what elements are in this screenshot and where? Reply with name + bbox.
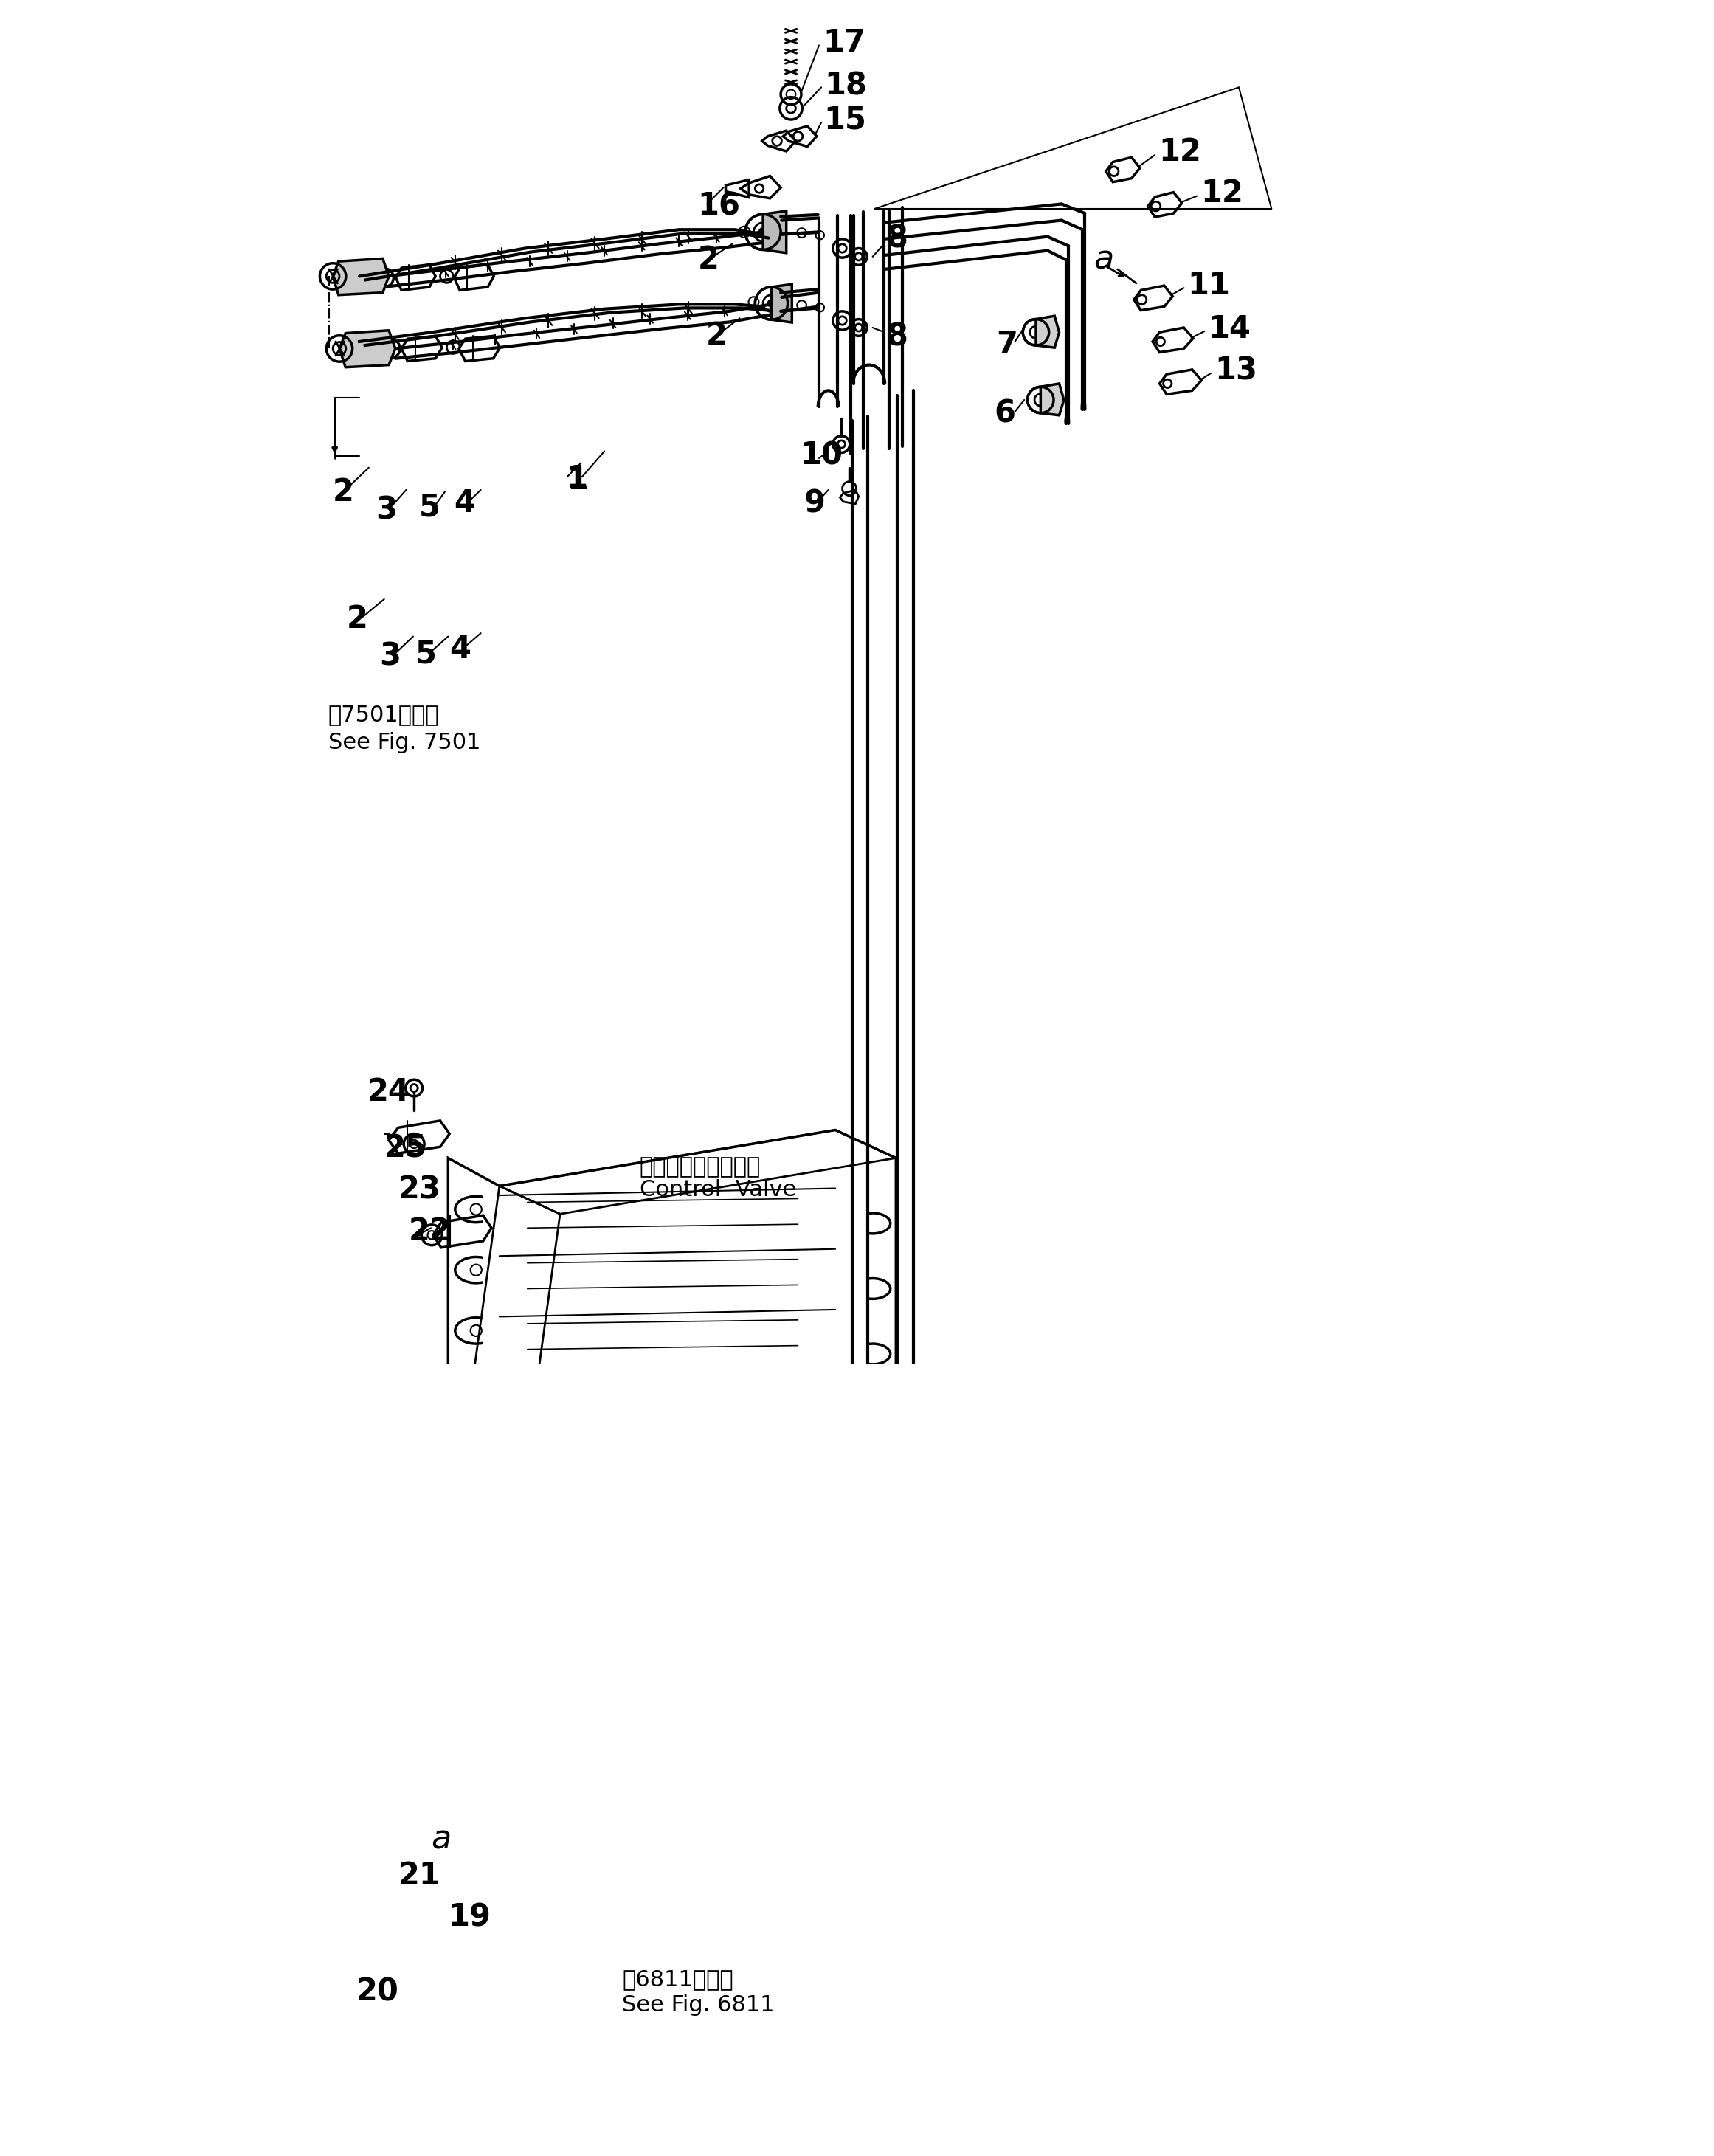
Text: 5: 5 [418,492,440,522]
Polygon shape [771,285,792,323]
Text: 15: 15 [824,103,866,136]
Text: 7: 7 [996,330,1018,360]
Text: 16: 16 [698,190,740,222]
Text: 5: 5 [415,638,437,671]
Text: 14: 14 [1208,313,1251,345]
Polygon shape [339,330,396,367]
Polygon shape [763,211,787,252]
Text: 22: 22 [408,1216,451,1246]
Text: a: a [1094,244,1114,276]
Text: 3: 3 [375,496,398,526]
Text: 17: 17 [823,28,866,58]
Text: 12: 12 [1200,177,1243,209]
Text: 1: 1 [567,466,588,496]
Text: 24: 24 [367,1076,410,1108]
Text: a: a [430,1824,451,1854]
Text: 2: 2 [698,244,718,276]
Text: See Fig. 6811: See Fig. 6811 [622,1994,775,2016]
Text: 10: 10 [800,440,843,472]
Text: 第7501図参照: 第7501図参照 [327,705,439,727]
Circle shape [417,1880,423,1886]
Text: 9: 9 [804,489,826,520]
Circle shape [768,300,775,306]
Text: 12: 12 [1159,136,1202,168]
Text: 8: 8 [886,321,908,351]
Text: 20: 20 [357,1977,399,2007]
Text: 13: 13 [1215,356,1258,386]
Text: 4: 4 [449,634,471,664]
Text: コントロールバルブ: コントロールバルブ [639,1156,761,1177]
Circle shape [759,229,766,235]
Text: 18: 18 [824,71,867,101]
Text: 3: 3 [379,640,401,673]
Text: 1: 1 [566,464,588,494]
Text: See Fig. 7501: See Fig. 7501 [327,733,480,752]
Polygon shape [333,259,389,295]
Text: 2: 2 [333,476,355,507]
Text: 25: 25 [384,1134,427,1164]
Text: 第6811図参照: 第6811図参照 [622,1968,734,1990]
Text: 2: 2 [706,321,727,351]
Polygon shape [1040,384,1064,416]
Text: 11: 11 [1188,270,1231,302]
Text: 21: 21 [398,1861,440,1891]
Text: 4: 4 [454,487,475,520]
Text: 8: 8 [886,224,908,254]
Text: Control  Valve: Control Valve [639,1179,795,1201]
Text: 2: 2 [346,604,369,634]
Text: 19: 19 [447,1902,490,1934]
Text: 6: 6 [994,399,1015,429]
Polygon shape [1035,317,1059,347]
Text: 23: 23 [398,1175,440,1205]
